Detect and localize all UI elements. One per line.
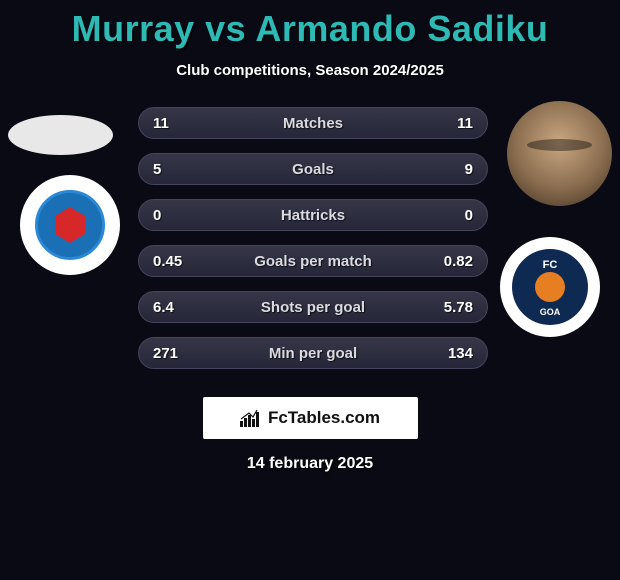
stat-right-value: 0: [437, 207, 473, 224]
stat-label: Hattricks: [281, 207, 345, 224]
stat-label: Min per goal: [269, 345, 357, 362]
stat-left-value: 0: [153, 207, 189, 224]
club-badge-right: [500, 237, 600, 337]
stat-left-value: 5: [153, 161, 189, 178]
stat-left-value: 11: [153, 115, 189, 132]
stat-row: 271 Min per goal 134: [138, 337, 488, 369]
stat-right-value: 9: [437, 161, 473, 178]
stat-left-value: 271: [153, 345, 189, 362]
subtitle: Club competitions, Season 2024/2025: [0, 62, 620, 79]
stat-row: 11 Matches 11: [138, 107, 488, 139]
date-label: 14 february 2025: [0, 455, 620, 473]
club-right-ball-icon: [535, 272, 565, 302]
player-left-avatar: [8, 115, 113, 155]
club-badge-right-inner: [512, 249, 588, 325]
stat-right-value: 11: [437, 115, 473, 132]
player-right-avatar: [507, 101, 612, 206]
stat-row: 0 Hattricks 0: [138, 199, 488, 231]
stat-left-value: 6.4: [153, 299, 189, 316]
stat-label: Goals per match: [254, 253, 372, 270]
club-badge-left: [20, 175, 120, 275]
avatar-placeholder-left: [8, 115, 113, 155]
stat-label: Shots per goal: [261, 299, 365, 316]
stat-label: Matches: [283, 115, 343, 132]
stat-right-value: 0.82: [437, 253, 473, 270]
stat-right-value: 134: [437, 345, 473, 362]
club-badge-left-inner: [35, 190, 105, 260]
page-title: Murray vs Armando Sadiku: [0, 0, 620, 50]
brand-text: FcTables.com: [268, 408, 380, 428]
brand-badge: FcTables.com: [203, 397, 418, 439]
stat-row: 5 Goals 9: [138, 153, 488, 185]
stat-label: Goals: [292, 161, 334, 178]
bar-chart-icon: [240, 409, 262, 427]
stat-right-value: 5.78: [437, 299, 473, 316]
comparison-area: 11 Matches 11 5 Goals 9 0 Hattricks 0 0.…: [0, 107, 620, 387]
stat-row: 0.45 Goals per match 0.82: [138, 245, 488, 277]
stat-left-value: 0.45: [153, 253, 189, 270]
stats-table: 11 Matches 11 5 Goals 9 0 Hattricks 0 0.…: [138, 107, 488, 383]
stat-row: 6.4 Shots per goal 5.78: [138, 291, 488, 323]
